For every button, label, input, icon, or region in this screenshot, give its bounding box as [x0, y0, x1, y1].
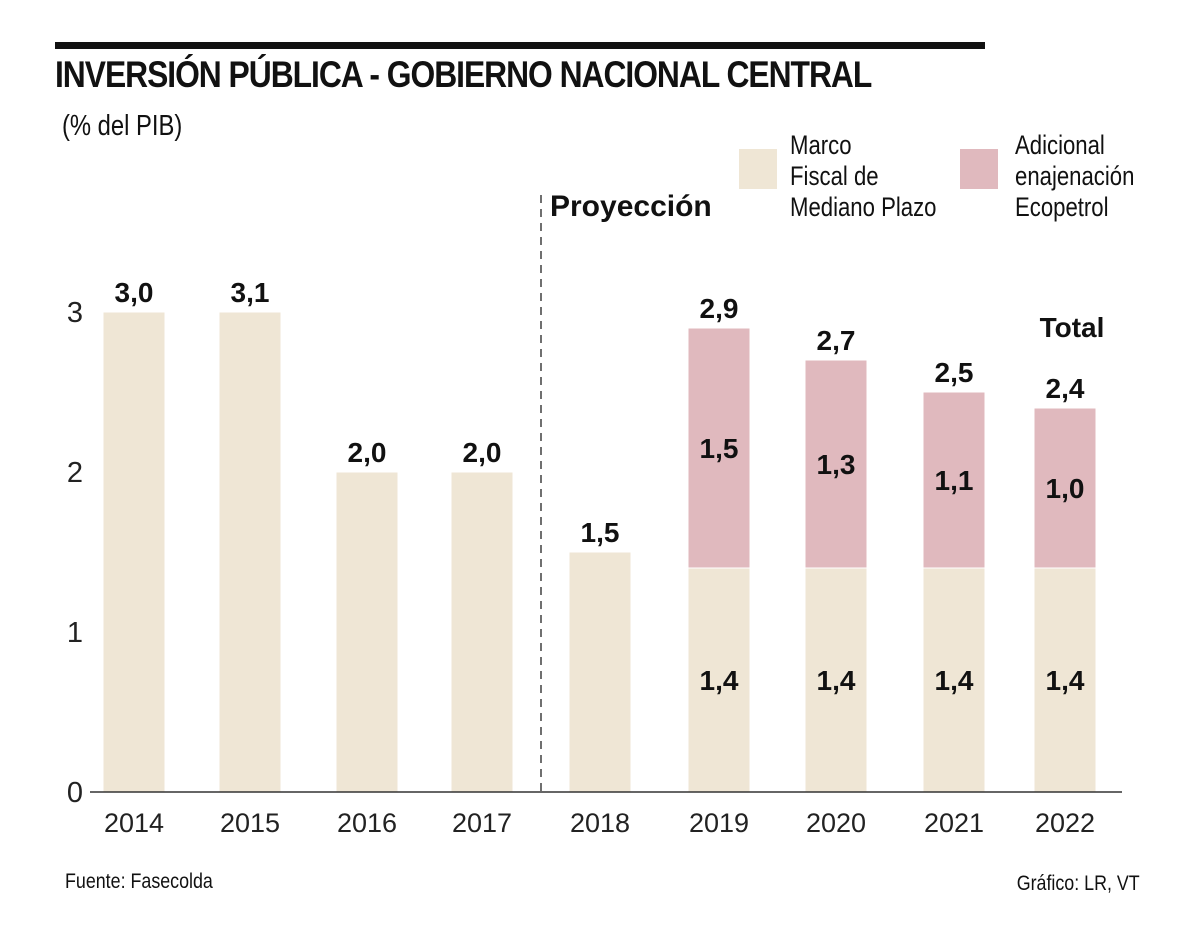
bar-marco-fiscal-2014: [102, 311, 166, 793]
x-tick-label-2018: 2018: [570, 808, 630, 838]
projection-label: Proyección: [550, 190, 712, 223]
x-tick-label-2020: 2020: [806, 808, 866, 838]
bar-ecopetrol-2020: [804, 359, 868, 569]
bar-marco-fiscal-2019: [687, 567, 751, 793]
y-tick-label-0: 0: [67, 777, 83, 809]
bar-ecopetrol-2019: [687, 327, 751, 569]
total-value-label-2017: 2,0: [463, 437, 502, 468]
y-tick-label-1: 1: [67, 617, 83, 649]
x-tick-label-2022: 2022: [1035, 808, 1095, 838]
bar-marco-fiscal-2016: [335, 471, 399, 793]
total-value-label-2022: 2,4: [1046, 373, 1085, 404]
segment-label-2021: 1,1: [935, 465, 974, 496]
credit-note: Gráfico: LR, VT: [1017, 872, 1140, 895]
legend-label-marco-fiscal: Marco Fiscal de Mediano Plazo: [790, 130, 937, 222]
x-tick-label-2015: 2015: [220, 808, 280, 838]
bar-ecopetrol-2022: [1033, 407, 1097, 569]
total-label: Total: [1040, 312, 1105, 343]
segment-label-2022: 1,4: [1046, 665, 1085, 696]
bar-ecopetrol-2021: [922, 391, 986, 569]
x-tick-label-2017: 2017: [452, 808, 512, 838]
bar-marco-fiscal-2015: [218, 311, 282, 793]
legend-swatch-marco-fiscal: [739, 149, 777, 189]
x-tick-label-2016: 2016: [337, 808, 397, 838]
total-value-label-2019: 2,9: [700, 293, 739, 324]
total-value-label-2014: 3,0: [115, 277, 154, 308]
chart-title: INVERSIÓN PÚBLICA - GOBIERNO NACIONAL CE…: [55, 54, 872, 95]
bar-marco-fiscal-2020: [804, 567, 868, 793]
total-value-label-2018: 1,5: [581, 517, 620, 548]
legend-swatch-ecopetrol: [960, 149, 998, 189]
segment-label-2021: 1,4: [935, 665, 974, 696]
segment-label-2022: 1,0: [1046, 473, 1085, 504]
x-tick-label-2014: 2014: [104, 808, 164, 838]
total-value-label-2021: 2,5: [935, 357, 974, 388]
title-rule: [55, 42, 985, 49]
y-tick-label-2: 2: [67, 457, 83, 489]
total-value-label-2020: 2,7: [817, 325, 856, 356]
total-value-label-2015: 3,1: [231, 277, 270, 308]
segment-label-2019: 1,4: [700, 665, 739, 696]
x-tick-label-2021: 2021: [924, 808, 984, 838]
legend-label-ecopetrol: Adicional enajenación Ecopetrol: [1015, 130, 1135, 222]
y-tick-label-3: 3: [67, 297, 83, 329]
bar-marco-fiscal-2021: [922, 567, 986, 793]
segment-label-2020: 1,3: [817, 449, 856, 480]
segment-label-2019: 1,5: [700, 433, 739, 464]
bar-marco-fiscal-2022: [1033, 567, 1097, 793]
x-tick-label-2019: 2019: [689, 808, 749, 838]
bar-marco-fiscal-2017: [450, 471, 514, 793]
source-note: Fuente: Fasecolda: [65, 870, 213, 893]
total-value-label-2016: 2,0: [348, 437, 387, 468]
bar-marco-fiscal-2018: [568, 551, 632, 793]
chart-subtitle: (% del PIB): [62, 110, 183, 142]
segment-label-2020: 1,4: [817, 665, 856, 696]
